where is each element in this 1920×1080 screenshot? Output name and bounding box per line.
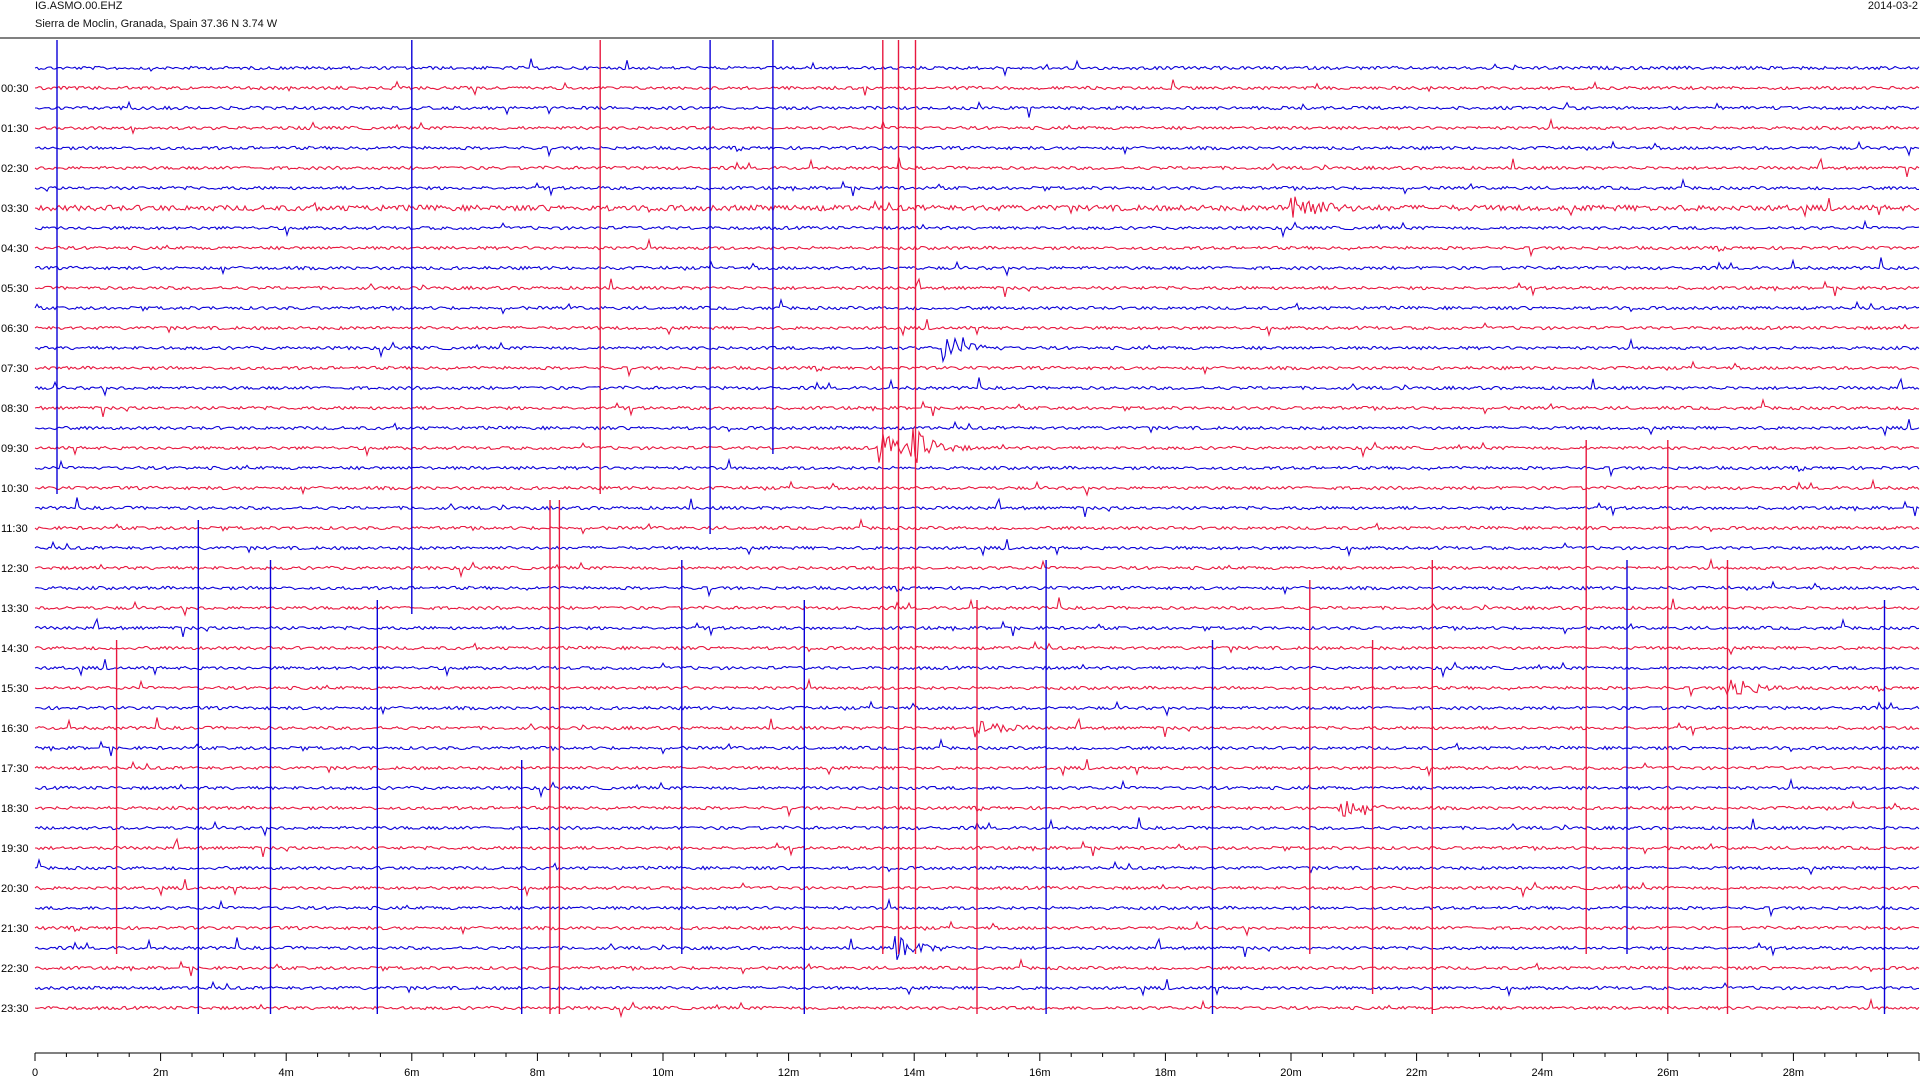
y-tick-label: 19:30 <box>1 843 29 855</box>
y-tick-label: 15:30 <box>1 683 29 695</box>
x-tick-label: 28m <box>1783 1067 1804 1079</box>
y-tick-label: 06:30 <box>1 323 29 335</box>
y-tick-label: 10:30 <box>1 483 29 495</box>
station-location: Sierra de Moclin, Granada, Spain 37.36 N… <box>35 18 278 30</box>
x-tick-label: 6m <box>404 1067 419 1079</box>
station-code: IG.ASMO.00.EHZ <box>35 0 123 12</box>
trace-line <box>34 257 1920 277</box>
trace-line <box>34 157 1920 178</box>
y-tick-label: 20:30 <box>1 883 29 895</box>
x-tick-label: 24m <box>1531 1067 1552 1079</box>
trace-line <box>34 336 1920 364</box>
trace-line <box>34 557 1920 579</box>
y-tick-label: 21:30 <box>1 923 29 935</box>
trace-line <box>34 497 1920 518</box>
y-tick-label: 07:30 <box>1 363 29 375</box>
trace-line <box>34 457 1920 478</box>
y-tick-label: 09:30 <box>1 443 29 455</box>
y-tick-label: 05:30 <box>1 283 29 295</box>
trace-line <box>34 178 1920 197</box>
x-tick-label: 10m <box>652 1067 673 1079</box>
trace-line <box>34 140 1920 158</box>
x-tick-label: 14m <box>903 1067 924 1079</box>
y-tick-label: 08:30 <box>1 403 29 415</box>
x-tick-label: 4m <box>279 1067 294 1079</box>
x-tick-label: 18m <box>1155 1067 1176 1079</box>
trace-line <box>34 428 1920 463</box>
trace-line <box>34 580 1920 598</box>
trace-line <box>34 237 1920 258</box>
x-tick-label: 0 <box>32 1067 38 1079</box>
trace-line <box>34 219 1920 239</box>
y-tick-label: 12:30 <box>1 563 29 575</box>
x-tick-label: 8m <box>530 1067 545 1079</box>
trace-line <box>34 196 1920 218</box>
trace-line <box>34 277 1920 298</box>
x-tick-label: 16m <box>1029 1067 1050 1079</box>
y-tick-label: 14:30 <box>1 643 29 655</box>
trace-line <box>35 100 1920 118</box>
trace-line <box>34 518 1920 535</box>
y-tick-label: 02:30 <box>1 163 29 175</box>
y-tick-label: 04:30 <box>1 243 29 255</box>
y-tick-label: 16:30 <box>1 723 29 735</box>
trace-line <box>34 298 1920 315</box>
trace-line <box>34 377 1920 397</box>
y-tick-label: 18:30 <box>1 803 29 815</box>
trace-line <box>34 79 1920 96</box>
trace-line <box>34 419 1920 437</box>
date-label: 2014-03-2 <box>1867 0 1918 12</box>
y-tick-label: 03:30 <box>1 203 29 215</box>
trace-line <box>34 398 1920 418</box>
trace-line <box>34 319 1920 338</box>
trace-line <box>34 360 1920 378</box>
x-tick-label: 12m <box>778 1067 799 1079</box>
trace-line <box>34 539 1920 558</box>
y-tick-label: 01:30 <box>1 123 29 135</box>
trace-line <box>34 117 1920 135</box>
trace-line <box>35 478 1920 497</box>
y-tick-label: 13:30 <box>1 603 29 615</box>
y-tick-label: 17:30 <box>1 763 29 775</box>
y-tick-label: 11:30 <box>1 523 28 535</box>
x-tick-label: 20m <box>1280 1067 1301 1079</box>
x-tick-label: 2m <box>153 1067 168 1079</box>
y-tick-label: 22:30 <box>1 963 29 975</box>
trace-line <box>34 58 1920 77</box>
x-tick-label: 22m <box>1406 1067 1427 1079</box>
x-tick-label: 26m <box>1657 1067 1678 1079</box>
y-tick-label: 23:30 <box>1 1003 29 1015</box>
y-tick-label: 00:30 <box>1 83 29 95</box>
